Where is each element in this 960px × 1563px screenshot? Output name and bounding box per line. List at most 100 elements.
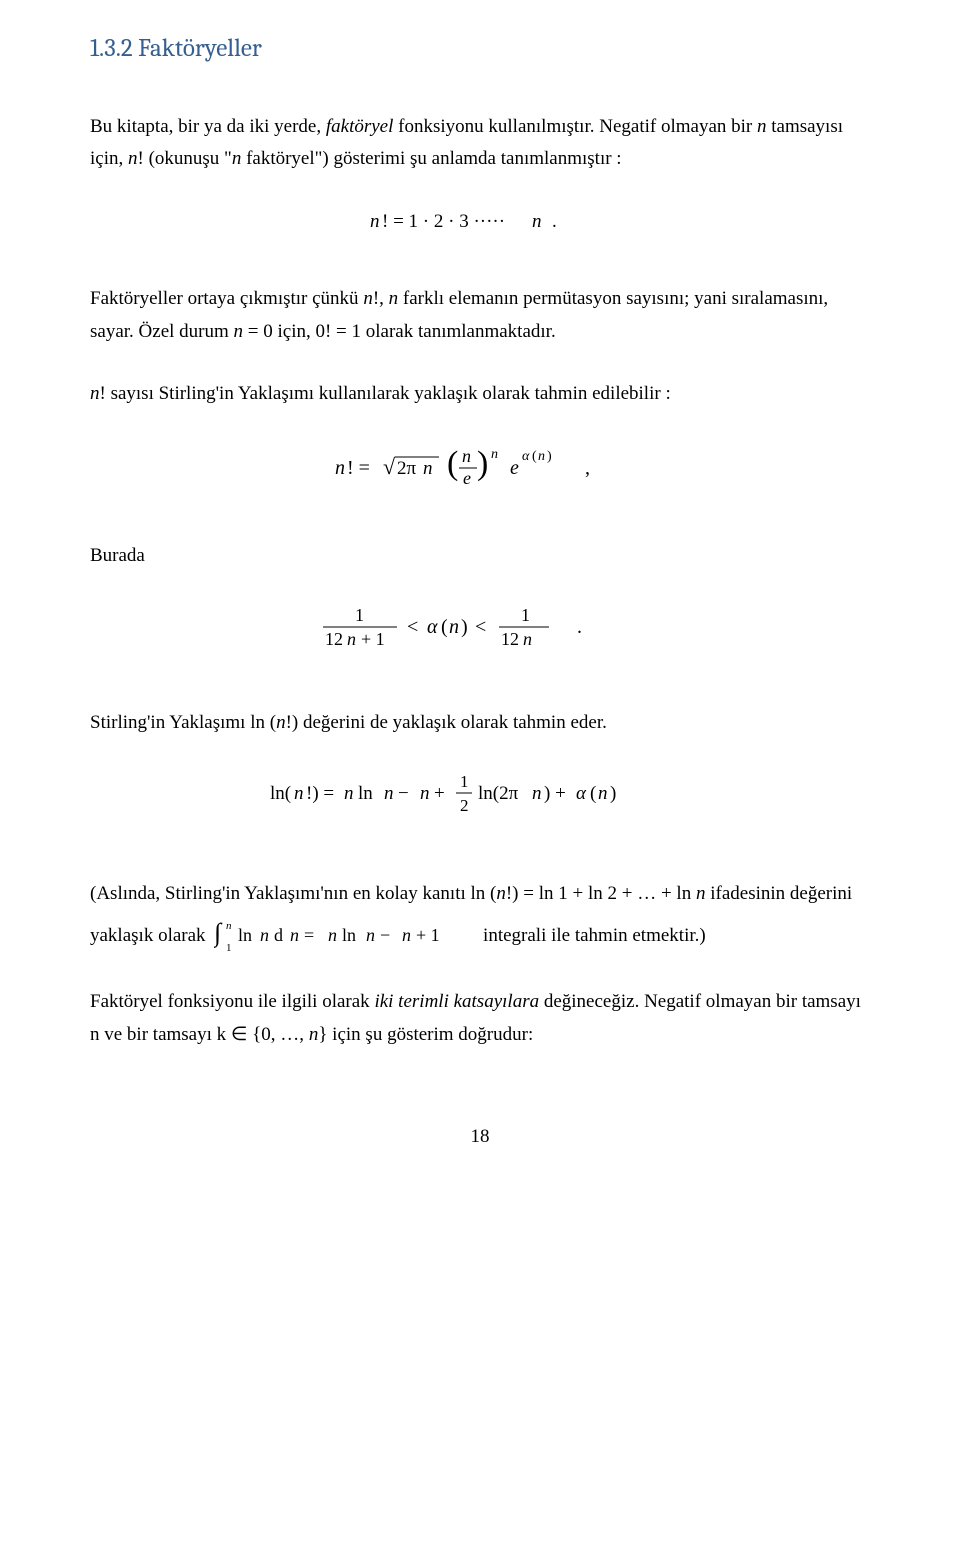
paragraph-4: Stirling'in Yaklaşımı ln (n!) değerini d… xyxy=(90,707,870,739)
svg-text:+ 1: + 1 xyxy=(361,629,385,649)
svg-text:+: + xyxy=(434,783,445,804)
svg-text:n: n xyxy=(402,925,411,945)
label-burada: Burada xyxy=(90,540,870,572)
svg-text:<: < xyxy=(407,616,418,638)
svg-text:): ) xyxy=(547,449,552,464)
text: !) = ln 1 + ln 2 + … + ln xyxy=(506,883,696,904)
text: Stirling'in Yaklaşımı ln ( xyxy=(90,712,276,733)
var-n: n xyxy=(90,383,100,404)
text: faktöryel") gösterimi şu anlamda tanımla… xyxy=(241,148,621,169)
svg-text:n: n xyxy=(347,629,356,649)
svg-text:<: < xyxy=(475,616,486,638)
svg-text:n: n xyxy=(491,447,498,462)
svg-text:! = 1 · 2 · 3 ·····: ! = 1 · 2 · 3 ····· xyxy=(382,211,505,232)
svg-text:n: n xyxy=(335,457,345,479)
svg-text:12: 12 xyxy=(325,629,343,649)
text: fonksiyonu kullanılmıştır. Negatif olmay… xyxy=(393,116,757,137)
svg-text:n: n xyxy=(370,211,380,232)
svg-text:n: n xyxy=(523,629,532,649)
svg-text:1: 1 xyxy=(460,772,469,791)
text: Faktöryel fonksiyonu ile ilgili olarak xyxy=(90,991,374,1012)
svg-text:n: n xyxy=(384,783,394,804)
svg-text:n: n xyxy=(260,925,269,945)
var-n: n xyxy=(496,883,506,904)
svg-text:α: α xyxy=(522,449,530,464)
var-n: n xyxy=(234,321,244,342)
svg-text:e: e xyxy=(510,457,519,479)
formula-ln-stirling: ln( n !) = n ln n − n + 1 2 ln(2π n ) + … xyxy=(90,769,870,819)
var-n: n xyxy=(363,288,373,309)
svg-text:1: 1 xyxy=(226,942,232,953)
svg-text:−: − xyxy=(398,783,409,804)
svg-text:12: 12 xyxy=(501,629,519,649)
var-n: n xyxy=(389,288,399,309)
svg-text:(: ( xyxy=(590,783,596,804)
text: Bu kitapta, bir ya da iki yerde, xyxy=(90,116,326,137)
svg-text:+ 1: + 1 xyxy=(416,925,440,945)
text: !, xyxy=(373,288,389,309)
svg-text:n: n xyxy=(290,925,299,945)
formula-integral-inline: ∫ n 1 ln n d n = n ln n − n + 1 xyxy=(214,919,474,953)
svg-text:.: . xyxy=(577,616,582,638)
svg-text:n: n xyxy=(366,925,375,945)
var-n: n xyxy=(128,148,138,169)
svg-text:): ) xyxy=(477,445,488,482)
paragraph-5: (Aslında, Stirling'in Yaklaşımı'nın en k… xyxy=(90,873,870,957)
text: (Aslında, Stirling'in Yaklaşımı'nın en k… xyxy=(90,883,496,904)
svg-text:2: 2 xyxy=(460,796,469,815)
svg-text:ln(: ln( xyxy=(270,783,291,804)
svg-text:.: . xyxy=(552,211,557,232)
svg-text:n: n xyxy=(344,783,354,804)
paragraph-3: n! sayısı Stirling'in Yaklaşımı kullanıl… xyxy=(90,378,870,410)
var-n: n xyxy=(232,148,242,169)
svg-text:d: d xyxy=(274,925,283,945)
text-italic: iki terimli katsayılara xyxy=(374,991,539,1012)
svg-text:) +: ) + xyxy=(544,783,566,804)
svg-text:n: n xyxy=(328,925,337,945)
formula-stirling: n ! = √ 2π n ( n e ) n e α ( n ) , xyxy=(90,440,870,494)
svg-text:=: = xyxy=(304,925,314,945)
paragraph-6: Faktöryel fonksiyonu ile ilgili olarak i… xyxy=(90,986,870,1051)
svg-text:n: n xyxy=(423,458,433,479)
svg-text:! =: ! = xyxy=(347,457,370,479)
text: !) değerini de yaklaşık olarak tahmin ed… xyxy=(286,712,607,733)
svg-text:e: e xyxy=(463,468,471,488)
svg-text:n: n xyxy=(462,446,471,466)
svg-text:ln: ln xyxy=(358,783,373,804)
svg-text:ln: ln xyxy=(342,925,356,945)
svg-text:!) =: !) = xyxy=(306,783,334,804)
text: integrali ile tahmin etmektir.) xyxy=(483,925,706,946)
svg-text:(: ( xyxy=(441,616,448,638)
svg-text:n: n xyxy=(532,211,542,232)
svg-text:−: − xyxy=(380,925,390,945)
text: } için şu gösterim doğrudur: xyxy=(318,1024,533,1045)
svg-text:n: n xyxy=(449,616,459,638)
svg-text:(: ( xyxy=(447,445,458,482)
page-number: 18 xyxy=(90,1121,870,1153)
svg-text:): ) xyxy=(461,616,468,638)
formula-factorial-def: n ! = 1 · 2 · 3 ····· n . xyxy=(90,205,870,237)
svg-text:(: ( xyxy=(532,449,537,464)
var-n: n xyxy=(276,712,286,733)
svg-text:n: n xyxy=(598,783,608,804)
svg-text:α: α xyxy=(576,783,587,804)
text-italic: faktöryel xyxy=(326,116,394,137)
svg-text:ln(2π: ln(2π xyxy=(478,783,519,804)
svg-text:1: 1 xyxy=(355,605,364,625)
svg-text:n: n xyxy=(538,449,545,464)
svg-text:1: 1 xyxy=(521,605,530,625)
section-heading: 1.3.2 Faktöryeller xyxy=(90,28,870,71)
paragraph-1: Bu kitapta, bir ya da iki yerde, faktöry… xyxy=(90,111,870,176)
text: ! sayısı Stirling'in Yaklaşımı kullanıla… xyxy=(100,383,671,404)
formula-alpha-bounds: 1 12 n + 1 < α ( n ) < 1 12 n . xyxy=(90,603,870,653)
paragraph-2: Faktöryeller ortaya çıkmıştır çünkü n!, … xyxy=(90,283,870,348)
svg-text:,: , xyxy=(585,457,590,479)
svg-text:n: n xyxy=(532,783,542,804)
svg-text:): ) xyxy=(610,783,616,804)
text: Faktöryeller ortaya çıkmıştır çünkü xyxy=(90,288,363,309)
svg-text:√: √ xyxy=(383,454,396,479)
svg-text:n: n xyxy=(294,783,304,804)
var-n: n xyxy=(309,1024,319,1045)
svg-text:∫: ∫ xyxy=(214,919,223,948)
text: = 0 için, 0! = 1 olarak tanımlanmaktadır… xyxy=(243,321,556,342)
